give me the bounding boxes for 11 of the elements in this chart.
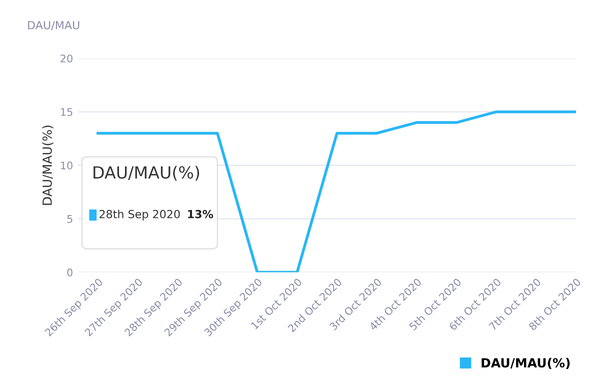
annotation: 13% xyxy=(188,210,214,218)
y-tick-label: 15 xyxy=(61,108,72,116)
y-tick-label: 20 xyxy=(60,54,72,62)
y-tick-label: 0 xyxy=(67,268,72,276)
y-tick-label: 5 xyxy=(67,215,72,223)
y-axis-title: DAU/MAU(%) xyxy=(42,126,54,205)
annotation: 28th Sep 2020 xyxy=(100,210,180,220)
legend-label: DAU/MAU(%) xyxy=(482,358,570,370)
chart-title: DAU/MAU xyxy=(28,21,80,30)
text: DAU/MAU(%) xyxy=(94,166,200,181)
y-tick-label: 10 xyxy=(61,162,72,170)
